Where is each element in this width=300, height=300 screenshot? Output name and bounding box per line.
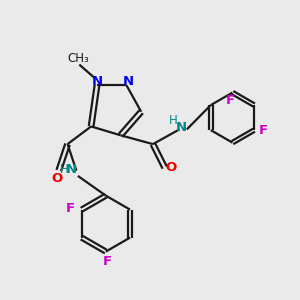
Text: H: H bbox=[169, 114, 178, 127]
Text: N: N bbox=[92, 75, 103, 88]
Text: O: O bbox=[52, 172, 63, 185]
Text: CH₃: CH₃ bbox=[68, 52, 90, 64]
Text: O: O bbox=[166, 161, 177, 174]
Text: N: N bbox=[65, 163, 77, 176]
Text: F: F bbox=[259, 124, 268, 136]
Text: H: H bbox=[60, 163, 68, 176]
Text: N: N bbox=[122, 75, 134, 88]
Text: F: F bbox=[66, 202, 75, 215]
Text: F: F bbox=[226, 94, 235, 107]
Text: F: F bbox=[103, 254, 112, 268]
Text: N: N bbox=[176, 121, 187, 134]
